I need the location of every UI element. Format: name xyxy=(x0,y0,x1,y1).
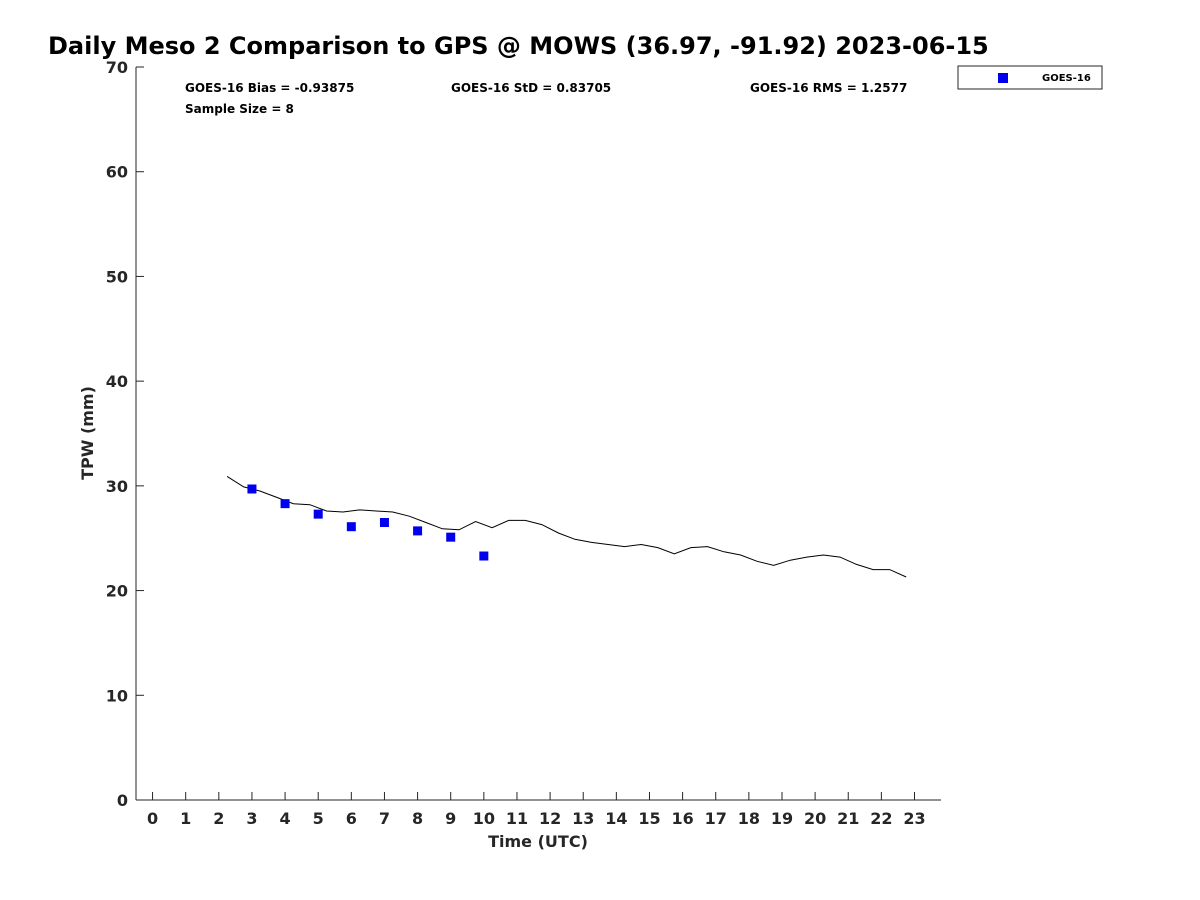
x-tick-label: 15 xyxy=(638,809,660,828)
x-tick-label: 5 xyxy=(313,809,324,828)
legend-label: GOES-16 xyxy=(1042,73,1091,84)
x-tick-label: 9 xyxy=(445,809,456,828)
y-axis-label: TPW (mm) xyxy=(78,386,97,480)
x-tick-label: 7 xyxy=(379,809,390,828)
x-tick-label: 0 xyxy=(147,809,158,828)
sample-size-stat: Sample Size = 8 xyxy=(185,102,294,116)
std-stat: GOES-16 StD = 0.83705 xyxy=(451,81,611,95)
y-tick-label: 60 xyxy=(106,163,128,182)
x-tick-label: 2 xyxy=(213,809,224,828)
x-tick-label: 11 xyxy=(506,809,528,828)
goes16-point xyxy=(346,522,356,532)
x-tick-label: 22 xyxy=(870,809,892,828)
x-tick-label: 23 xyxy=(903,809,925,828)
x-tick-label: 20 xyxy=(804,809,826,828)
legend-box xyxy=(957,65,1103,90)
y-tick-label: 40 xyxy=(106,372,128,391)
x-tick-label: 12 xyxy=(539,809,561,828)
chart-title: Daily Meso 2 Comparison to GPS @ MOWS (3… xyxy=(48,32,989,60)
x-tick-label: 18 xyxy=(738,809,760,828)
x-tick-label: 6 xyxy=(346,809,357,828)
x-tick-label: 4 xyxy=(280,809,291,828)
gps-line xyxy=(226,475,907,578)
goes16-point xyxy=(280,499,290,509)
bias-stat: GOES-16 Bias = -0.93875 xyxy=(185,81,354,95)
y-tick-label: 10 xyxy=(106,686,128,705)
goes16-point xyxy=(379,518,389,528)
y-tick-label: 30 xyxy=(106,477,128,496)
y-tick-label: 20 xyxy=(106,582,128,601)
ticks: 0 1 2 3 4 5 6 7 8 9 10 11 12 13 14 15 16 17 18 19 20 21 22 2301… xyxy=(106,58,926,828)
x-tick-label: 21 xyxy=(837,809,859,828)
axes xyxy=(135,67,941,801)
x-tick-label: 19 xyxy=(771,809,793,828)
x-tick-label: 16 xyxy=(671,809,693,828)
legend: GOES-16 xyxy=(957,65,1103,90)
x-axis-label: Time (UTC) xyxy=(488,832,588,851)
y-tick-label: 50 xyxy=(106,267,128,286)
rms-stat: GOES-16 RMS = 1.2577 xyxy=(750,81,907,95)
goes16-point xyxy=(446,532,456,542)
y-tick-label: 0 xyxy=(117,791,128,810)
x-tick-label: 3 xyxy=(246,809,257,828)
goes16-points xyxy=(247,484,489,561)
x-tick-label: 17 xyxy=(705,809,727,828)
legend-square-icon xyxy=(998,73,1008,83)
y-tick-label: 70 xyxy=(106,58,128,77)
x-tick-label: 14 xyxy=(605,809,627,828)
x-tick-label: 10 xyxy=(473,809,495,828)
goes16-point xyxy=(313,509,323,519)
x-tick-label: 1 xyxy=(180,809,191,828)
x-tick-label: 8 xyxy=(412,809,423,828)
goes16-point xyxy=(247,484,257,494)
gps-tpw-line xyxy=(226,475,907,578)
goes16-point xyxy=(413,526,423,536)
x-tick-label: 13 xyxy=(572,809,594,828)
goes16-point xyxy=(479,551,489,561)
